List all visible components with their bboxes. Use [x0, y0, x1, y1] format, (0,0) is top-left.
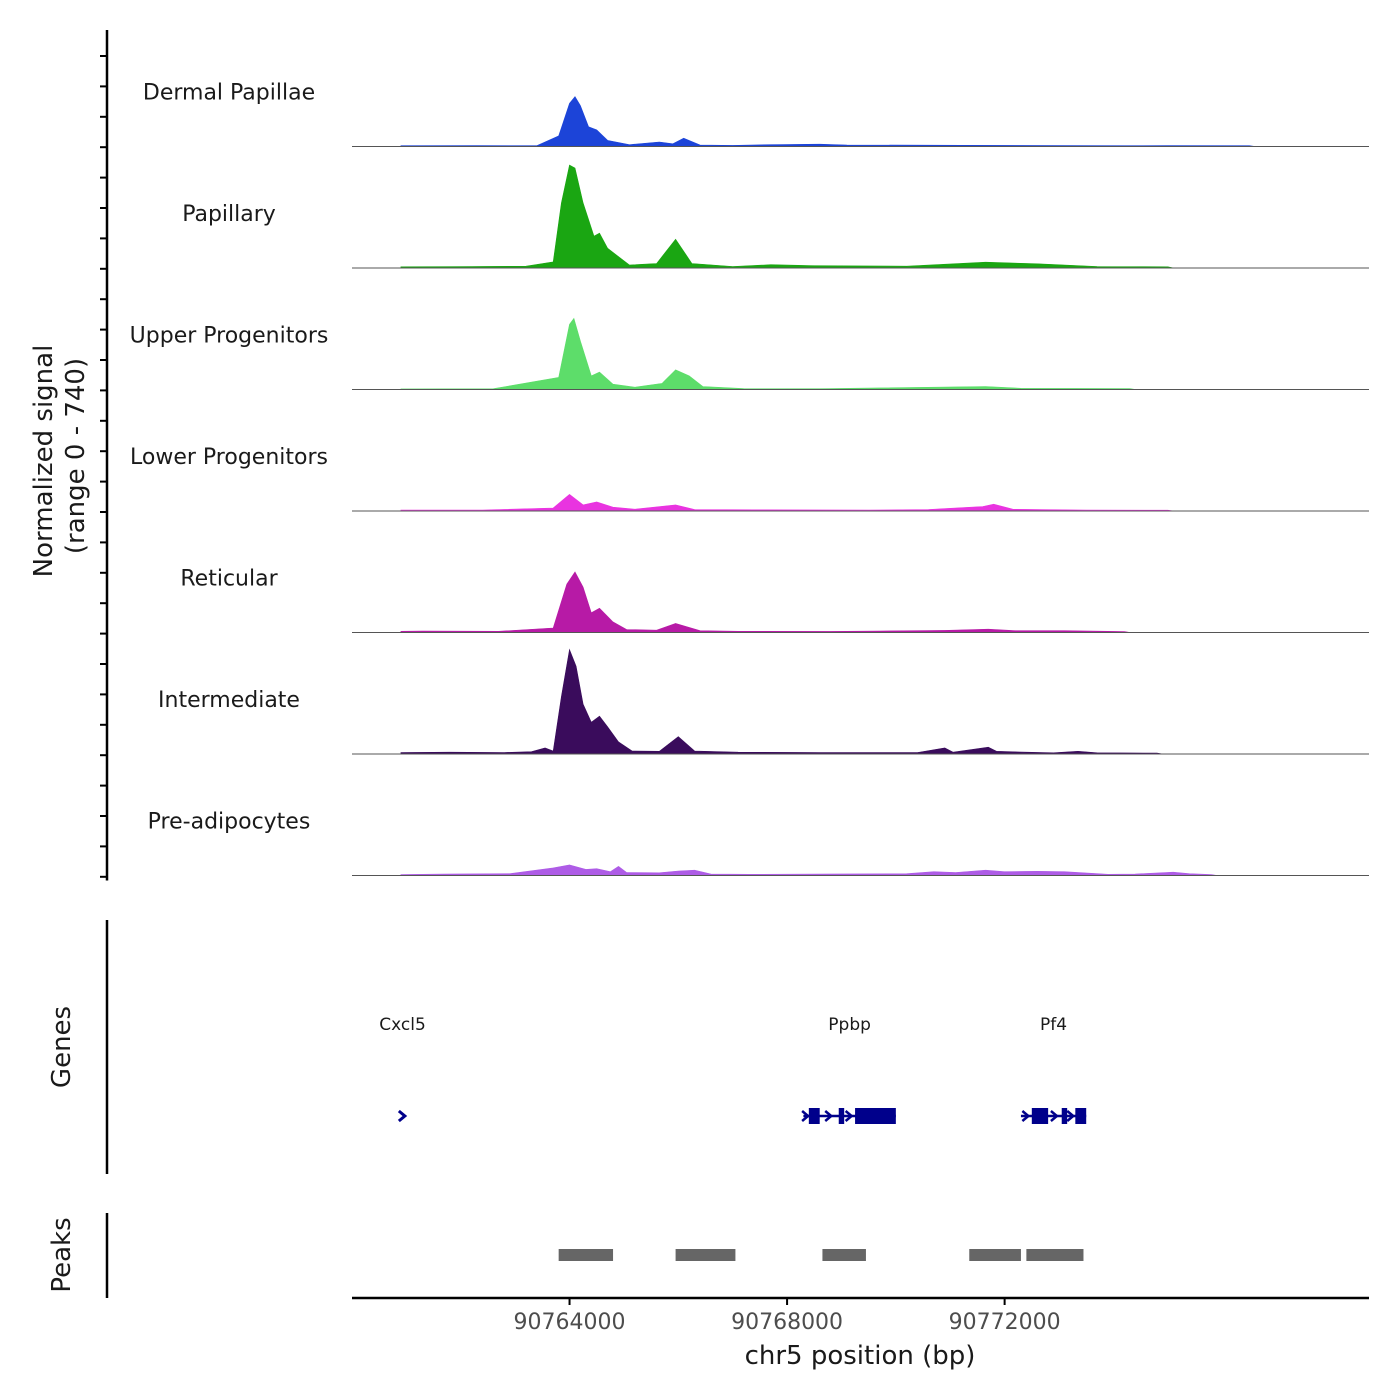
gene-strand-arrow	[824, 1110, 834, 1122]
y-axis-title-line1: Normalized signal	[29, 345, 59, 578]
gene-exon	[855, 1108, 896, 1124]
track-papillary	[352, 164, 1369, 269]
gene-exon	[1031, 1108, 1049, 1124]
x-tick-label: 90764000	[514, 1310, 626, 1335]
gene-strand-arrow	[844, 1110, 854, 1122]
track-lower-progenitors	[352, 494, 1369, 512]
track-label: Dermal Papillae	[143, 81, 315, 106]
peak-bar	[969, 1249, 1021, 1261]
gene-label: Pf4	[1040, 1015, 1067, 1035]
x-axis-title: chr5 position (bp)	[745, 1341, 976, 1371]
track-label: Reticular	[180, 567, 278, 592]
genes-track-title: Genes	[47, 1006, 77, 1088]
track-dermal-papillae	[352, 96, 1369, 147]
track-intermediate	[352, 648, 1369, 755]
track-labels: Dermal Papillae Papillary Upper Progenitor…	[130, 81, 329, 835]
track-signal-area	[352, 494, 1369, 512]
x-tick-label: 90772000	[949, 1310, 1061, 1335]
track-signal-area	[352, 164, 1369, 269]
track-signal-area	[352, 648, 1369, 755]
gene-exon	[1061, 1108, 1068, 1124]
gene-label: Cxcl5	[379, 1015, 426, 1035]
x-tick-label: 90768000	[731, 1310, 843, 1335]
gene-ppbp: Ppbp	[801, 1015, 896, 1124]
gene-strand-arrow	[801, 1110, 811, 1122]
x-axis-ticks: 90764000 90768000 90772000	[514, 1298, 1061, 1335]
track-pre-adipocytes	[352, 864, 1369, 876]
signal-tracks	[352, 96, 1369, 876]
gene-strand-arrow	[397, 1109, 408, 1123]
track-label: Intermediate	[158, 688, 300, 713]
track-label: Lower Progenitors	[130, 445, 328, 470]
track-signal-area	[352, 864, 1369, 876]
track-label: Pre-adipocytes	[148, 810, 311, 835]
gene-cxcl5: Cxcl5	[379, 1015, 426, 1123]
gene-strand-arrow	[1066, 1110, 1076, 1122]
gene-strand-arrow	[1050, 1110, 1059, 1122]
track-signal-area	[352, 96, 1369, 147]
peak-bar	[675, 1249, 736, 1261]
peak-bar	[1026, 1249, 1084, 1261]
peak-bar	[558, 1249, 614, 1261]
track-label: Papillary	[182, 202, 276, 227]
gene-pf4: Pf4	[1020, 1015, 1087, 1124]
track-upper-progenitors	[352, 317, 1369, 390]
track-signal-area	[352, 571, 1369, 633]
peaks-track-title: Peaks	[47, 1217, 77, 1292]
track-label: Upper Progenitors	[130, 324, 329, 349]
gene-models: Cxcl5 Ppbp Pf4	[379, 1015, 1087, 1124]
track-signal-area	[352, 317, 1369, 390]
gene-exon	[808, 1108, 820, 1124]
peak-bar	[822, 1249, 866, 1261]
gene-exon	[838, 1108, 845, 1124]
gene-label: Ppbp	[828, 1015, 871, 1035]
track-reticular	[352, 571, 1369, 633]
signal-axis	[100, 30, 109, 881]
gene-strand-arrow	[1021, 1110, 1031, 1122]
gene-exon	[1075, 1108, 1087, 1124]
y-axis-title-line2: (range 0 - 740)	[61, 358, 91, 554]
peak-bars	[558, 1249, 1084, 1261]
